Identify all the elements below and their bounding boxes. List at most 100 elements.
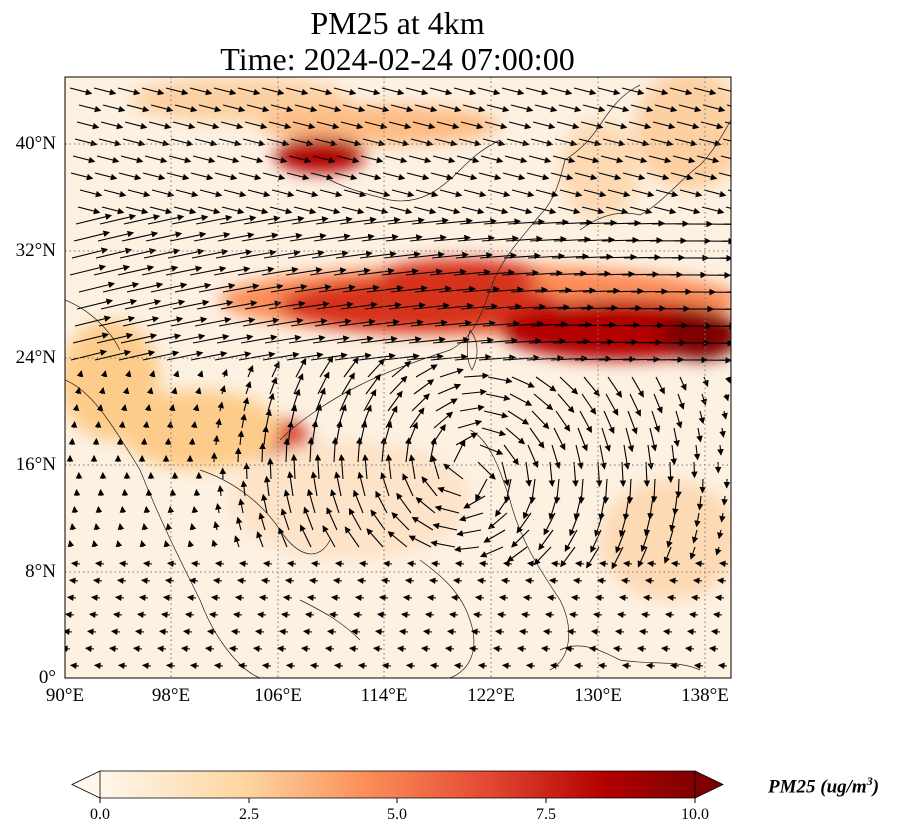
wind-arrow — [66, 594, 77, 602]
wind-arrow — [406, 172, 430, 181]
wind-arrow — [175, 189, 199, 198]
wind-arrow — [76, 370, 84, 378]
wind-arrow — [556, 304, 595, 311]
wind-arrow — [606, 104, 630, 113]
wind-arrow — [480, 337, 518, 344]
wind-arrow — [341, 372, 355, 395]
wind-arrow — [684, 645, 695, 653]
wind-arrow — [358, 172, 382, 181]
wind-arrow — [121, 231, 159, 242]
wind-arrow — [679, 376, 687, 391]
wind-arrow — [189, 87, 213, 96]
wind-arrow — [721, 495, 728, 506]
wind-arrow — [478, 354, 516, 361]
wind-arrow — [448, 611, 459, 619]
wind-arrow — [410, 319, 448, 327]
wind-arrow — [245, 206, 269, 215]
wind-arrow — [278, 628, 289, 636]
wind-arrow — [410, 138, 434, 147]
wind-arrow — [594, 512, 604, 537]
wind-arrow — [603, 219, 642, 227]
wind-arrow — [375, 490, 388, 514]
wind-arrow — [691, 529, 699, 544]
wind-arrow — [645, 662, 656, 670]
wind-arrow — [94, 349, 132, 361]
wind-arrow — [600, 338, 639, 346]
wind-arrow — [94, 172, 118, 181]
wind-arrow — [367, 189, 391, 198]
wind-arrow — [554, 321, 593, 328]
wind-arrow — [454, 545, 480, 553]
lat-tick-40n: 40°N — [15, 133, 56, 154]
wind-arrow — [218, 317, 256, 327]
wind-arrow — [332, 577, 343, 585]
wind-arrow — [124, 370, 132, 378]
wind-arrow — [336, 155, 360, 164]
wind-arrow — [180, 645, 191, 653]
wind-arrow — [717, 444, 724, 456]
wind-arrow — [433, 234, 471, 242]
wind-arrow — [242, 138, 266, 147]
wind-arrow — [646, 560, 657, 568]
wind-arrow — [146, 316, 184, 327]
lon-tick-98e: 98°E — [151, 685, 191, 706]
wind-arrow — [438, 104, 462, 113]
wind-arrow — [722, 138, 731, 142]
wind-arrow — [572, 577, 583, 585]
wind-arrow — [216, 155, 240, 164]
wind-arrow — [223, 189, 247, 198]
wind-arrow — [362, 318, 400, 327]
wind-arrow — [333, 87, 357, 96]
wind-arrow — [675, 478, 682, 499]
wind-arrow — [199, 189, 223, 198]
wind-arrow — [577, 427, 588, 452]
wind-arrow — [193, 488, 201, 497]
wind-arrow — [193, 231, 231, 242]
wind-arrow — [478, 172, 502, 181]
wind-arrow — [654, 104, 678, 113]
wind-arrow — [391, 512, 410, 531]
wind-arrow — [243, 215, 281, 225]
wind-arrow — [413, 206, 437, 215]
wind-arrow — [551, 253, 590, 260]
wind-arrow — [271, 189, 295, 198]
wind-arrow — [387, 217, 425, 225]
wind-arrow — [391, 360, 412, 378]
wind-arrow — [120, 404, 128, 412]
plot-title-line2: Time: 2024-02-24 07:00:00 — [220, 41, 575, 77]
wind-arrow — [549, 270, 588, 277]
wind-arrow — [173, 206, 197, 215]
wind-arrow — [108, 645, 119, 653]
wind-arrow — [338, 318, 376, 327]
wind-arrow — [535, 189, 559, 198]
wind-arrow — [412, 121, 436, 130]
wind-arrow — [590, 628, 601, 636]
wind-arrow — [258, 512, 266, 531]
lon-tick-106e: 106°E — [254, 685, 302, 706]
colorbar-label: PM25 (ug/m3) — [768, 774, 879, 798]
wind-arrow — [190, 350, 228, 361]
wind-arrow — [238, 560, 249, 568]
wind-arrow — [69, 264, 107, 276]
wind-arrow — [400, 611, 411, 619]
wind-arrow — [701, 206, 725, 215]
wind-arrow — [236, 577, 247, 585]
wind-arrow — [168, 404, 176, 412]
wind-arrow — [454, 354, 492, 361]
wind-arrow — [244, 300, 282, 310]
wind-arrow — [463, 372, 490, 380]
wind-arrow — [579, 410, 592, 434]
wind-arrow — [389, 375, 408, 395]
wind-arrow — [72, 155, 96, 164]
wind-arrow — [503, 444, 519, 466]
wind-arrow — [574, 355, 613, 363]
wind-arrow — [314, 138, 338, 147]
wind-arrow — [430, 560, 441, 568]
wind-arrow — [76, 298, 114, 310]
wind-arrow — [359, 250, 397, 259]
wind-arrow — [283, 489, 292, 514]
wind-arrow — [192, 404, 200, 412]
wind-arrow — [196, 299, 234, 310]
wind-arrow — [97, 230, 135, 242]
wind-arrow — [580, 121, 604, 130]
